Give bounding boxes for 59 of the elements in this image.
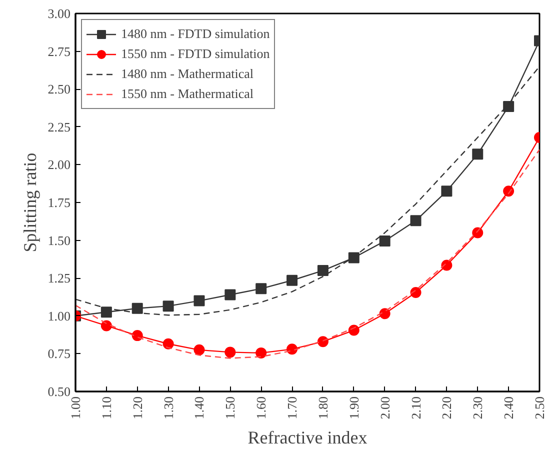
y-tick-label: 2.50 — [48, 82, 70, 97]
point — [256, 283, 267, 294]
point — [162, 338, 174, 350]
x-tick-label: 1.90 — [346, 396, 362, 420]
y-tick-label: 3.00 — [48, 6, 70, 21]
y-tick-label: 2.00 — [48, 157, 70, 172]
point — [472, 148, 484, 160]
x-tick-label: 1.60 — [254, 396, 269, 420]
point — [348, 252, 360, 264]
point — [379, 236, 390, 247]
x-tick-label: 2.50 — [532, 396, 547, 420]
point — [286, 344, 298, 355]
point — [286, 274, 298, 286]
x-tick-label: 1.30 — [160, 396, 176, 420]
point — [132, 302, 143, 314]
x-tick-label: 1.80 — [315, 396, 330, 420]
point — [410, 215, 422, 226]
point — [224, 289, 236, 300]
legend-label: 1550 nm - FDTD simulation — [121, 46, 270, 62]
point — [410, 286, 422, 298]
y-tick-label: 1.25 — [48, 270, 70, 286]
point — [132, 330, 143, 342]
legend-label: 1480 nm - Mathermatical — [121, 66, 254, 82]
point — [441, 260, 452, 271]
point — [162, 300, 174, 312]
x-tick-label: 1.70 — [284, 396, 300, 420]
y-tick-label: 1.00 — [48, 308, 70, 324]
point — [224, 346, 236, 358]
point — [441, 186, 452, 197]
point — [317, 336, 328, 348]
point — [100, 306, 112, 318]
point — [194, 295, 205, 306]
point — [503, 100, 514, 112]
legend-label: 1480 nm - FDTD simulation — [121, 26, 270, 42]
point — [194, 344, 205, 356]
x-tick-label: 2.00 — [377, 396, 392, 420]
x-axis-title: Refractive index — [248, 427, 368, 448]
point — [100, 320, 112, 332]
y-tick-label: 1.50 — [48, 232, 70, 248]
y-tick-label: 1.75 — [48, 195, 70, 210]
y-axis-title: Splitting ratio — [20, 152, 40, 252]
y-tick-label: 2.25 — [48, 119, 70, 134]
legend-label: 1550 nm - Mathermatical — [121, 86, 254, 102]
x-tick-label: 1.20 — [130, 396, 145, 420]
y-tick-label: 0.75 — [48, 346, 70, 362]
x-tick-label: 2.20 — [439, 396, 454, 420]
x-tick-label: 1.10 — [98, 396, 114, 420]
x-tick-label: 2.40 — [501, 396, 516, 420]
x-tick-label: 2.10 — [408, 396, 424, 420]
y-tick-label: 2.75 — [48, 44, 70, 59]
x-tick-label: 1.50 — [222, 396, 238, 420]
y-tick-label: 0.50 — [48, 384, 70, 399]
point — [348, 324, 360, 336]
point — [379, 308, 390, 320]
point — [472, 227, 484, 238]
point — [317, 265, 328, 276]
point — [256, 347, 267, 358]
x-tick-label: 1.40 — [192, 396, 207, 420]
x-tick-label: 2.30 — [470, 396, 486, 420]
